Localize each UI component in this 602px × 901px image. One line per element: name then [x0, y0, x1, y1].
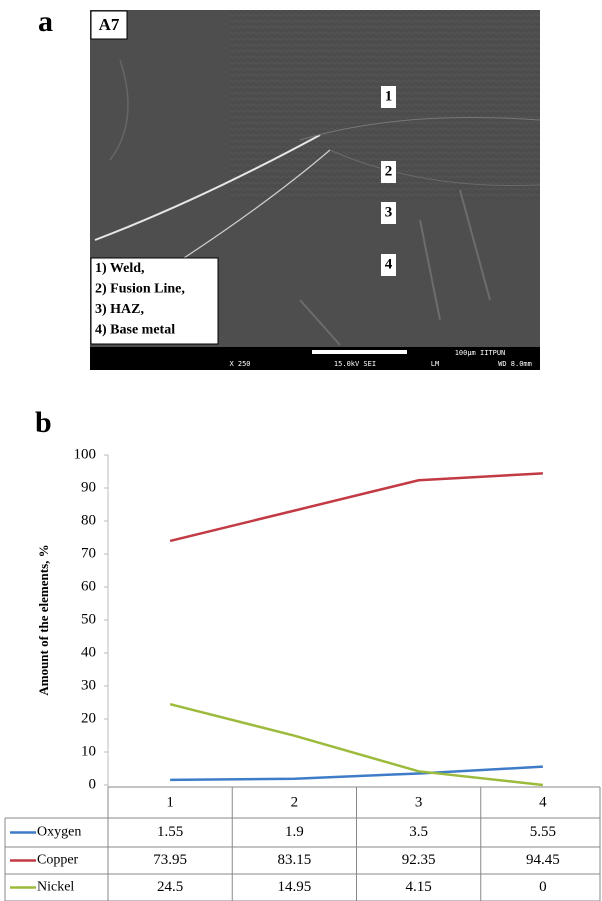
marker-box — [381, 161, 396, 183]
table-value: 4.15 — [406, 879, 432, 895]
legend-label: Nickel — [37, 880, 74, 895]
table-value: 14.95 — [278, 879, 312, 895]
legend-label: Copper — [37, 853, 79, 868]
series-line — [169, 472, 543, 543]
marker-label: 2 — [385, 163, 393, 179]
table-value: 1.9 — [285, 824, 304, 840]
table-value: 73.95 — [153, 852, 187, 868]
x-tick-label: 2 — [291, 794, 299, 810]
marker-label: 4 — [385, 256, 393, 272]
y-tick-label: 70 — [81, 545, 96, 561]
y-tick-label: 100 — [74, 446, 97, 462]
image-label: A7 — [99, 15, 120, 34]
table-value: 3.5 — [409, 824, 428, 840]
marker-box — [381, 202, 396, 224]
table-value: 24.5 — [157, 879, 183, 895]
legend-label: Oxygen — [37, 825, 81, 840]
info-text: LM — [431, 360, 439, 368]
table-value: 92.35 — [402, 852, 436, 868]
info-text: 100µm IITPUN — [455, 349, 506, 357]
table-value: 0 — [539, 879, 547, 895]
legend-text: 3) HAZ, — [95, 302, 144, 317]
sem-image: A7 — [90, 10, 541, 370]
y-tick-label: 50 — [81, 611, 96, 627]
x-tick-label: 4 — [539, 794, 547, 810]
marker-box — [381, 254, 396, 276]
table-value: 83.15 — [278, 852, 312, 868]
panel-label: a — [38, 5, 53, 38]
info-text: 15.0kV SEI — [334, 360, 376, 368]
marker-label: 1 — [385, 88, 393, 104]
info-text: WD 8.0mm — [498, 360, 532, 368]
series-line — [170, 765, 543, 782]
x-tick-label: 3 — [415, 794, 423, 810]
legend-text: 4) Base metal — [95, 323, 175, 338]
y-tick-label: 90 — [81, 479, 96, 495]
y-axis-label: Amount of the elements, % — [36, 544, 51, 695]
panel-label: b — [35, 406, 52, 439]
legend-text: 2) Fusion Line, — [95, 282, 185, 297]
marker-box — [381, 86, 396, 108]
table-value: 5.55 — [530, 824, 556, 840]
y-tick-label: 20 — [81, 710, 96, 726]
y-tick-label: 60 — [81, 578, 96, 594]
x-tick-label: 1 — [166, 794, 174, 810]
table-value: 1.55 — [157, 824, 183, 840]
y-tick-label: 0 — [89, 776, 97, 792]
table-value: 94.45 — [526, 852, 560, 868]
y-tick-label: 40 — [81, 644, 96, 660]
marker-label: 3 — [385, 204, 393, 220]
y-tick-label: 80 — [81, 512, 96, 528]
legend-text: 1) Weld, — [95, 261, 145, 276]
y-tick-label: 10 — [81, 743, 96, 759]
series-line — [169, 702, 544, 787]
y-tick-label: 30 — [81, 677, 96, 693]
info-text: X 250 — [229, 360, 250, 368]
